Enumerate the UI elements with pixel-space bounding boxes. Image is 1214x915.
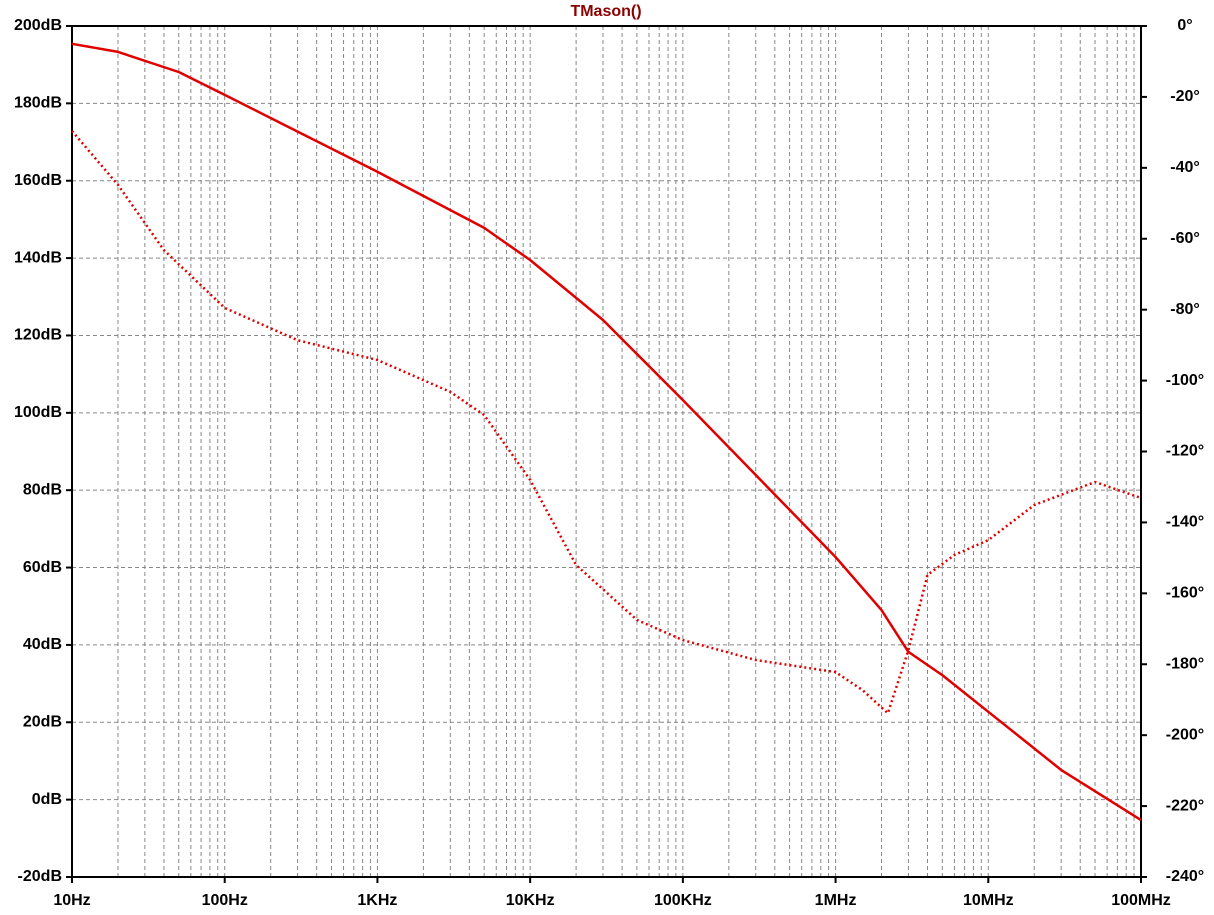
plot-frame: [71, 25, 1142, 878]
y2-tick-label: -80°: [1170, 301, 1200, 318]
x-tick-label: 100MHz: [1111, 892, 1171, 909]
x-tick-label: 10Hz: [53, 892, 90, 909]
x-tick-label: 100KHz: [654, 892, 712, 909]
y-tick-label: 0dB: [32, 791, 62, 808]
y-tick-label: 40dB: [23, 636, 62, 653]
y2-tick-label: -200°: [1166, 726, 1204, 743]
x-tick-label: 100Hz: [202, 892, 248, 909]
x-tick-label: 10KHz: [506, 892, 555, 909]
y2-tick-label: -140°: [1166, 514, 1204, 531]
y2-tick-label: -180°: [1166, 655, 1204, 672]
y-tick-label: 160dB: [14, 172, 62, 189]
y2-tick-label: -100°: [1166, 372, 1204, 389]
y2-tick-label: -60°: [1170, 230, 1200, 247]
y-tick-label: 120dB: [14, 327, 62, 344]
x-tick-label: 1KHz: [357, 892, 397, 909]
y2-tick-label: 0°: [1177, 17, 1192, 34]
x-tick-label: 1MHz: [815, 892, 857, 909]
magnitude-line: [71, 42, 1142, 822]
y-tick-label: -20dB: [18, 868, 62, 885]
x-tick-label: 10MHz: [963, 892, 1014, 909]
y2-tick-label: -40°: [1170, 159, 1200, 176]
y2-tick-label: -240°: [1166, 868, 1204, 885]
y2-tick-label: -20°: [1170, 88, 1200, 105]
chart-title: TMason(): [570, 3, 641, 20]
y2-tick-label: -120°: [1166, 443, 1204, 460]
y-tick-label: 20dB: [23, 713, 62, 730]
y-tick-label: 60dB: [23, 559, 62, 576]
y-tick-label: 180dB: [14, 95, 62, 112]
y2-tick-label: -160°: [1166, 585, 1204, 602]
y-tick-label: 80dB: [23, 481, 62, 498]
y2-tick-label: -220°: [1166, 797, 1204, 814]
y-tick-label: 100dB: [14, 404, 62, 421]
y-tick-label: 140dB: [14, 249, 62, 266]
y-tick-label: 200dB: [14, 17, 62, 34]
phase-line: [71, 130, 1142, 715]
